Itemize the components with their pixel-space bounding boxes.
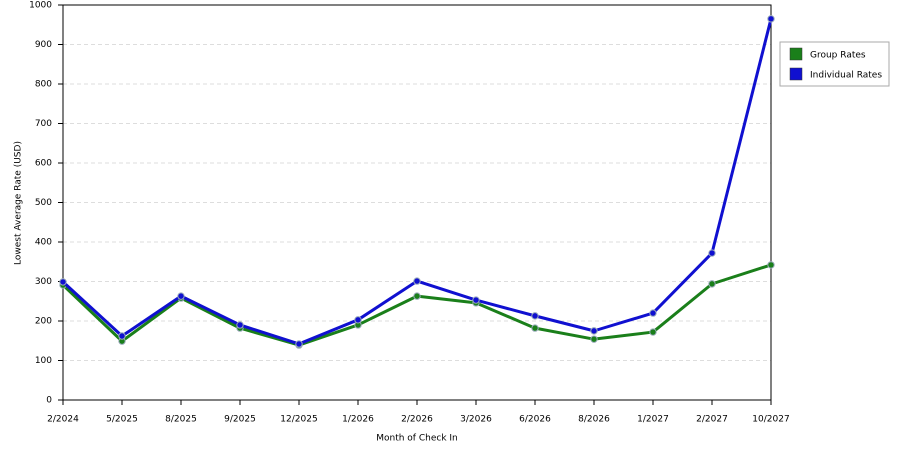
- x-tick-label: 2/2027: [696, 415, 728, 425]
- point: [590, 335, 598, 343]
- y-tick-label: 200: [35, 317, 52, 327]
- point: [531, 312, 539, 320]
- y-tick-label: 500: [35, 198, 52, 208]
- legend-swatch: [789, 47, 803, 61]
- point: [649, 309, 657, 317]
- point: [354, 316, 362, 324]
- point: [708, 280, 716, 288]
- legend-label: Individual Rates: [810, 71, 882, 81]
- x-tick-label: 8/2026: [578, 415, 610, 425]
- x-tick-label: 6/2026: [519, 415, 551, 425]
- x-tick-label: 5/2025: [106, 415, 138, 425]
- x-tick-label: 2/2026: [401, 415, 433, 425]
- y-tick-label: 800: [35, 80, 52, 90]
- y-tick-label: 300: [35, 277, 52, 287]
- point: [531, 324, 539, 332]
- point: [59, 278, 67, 286]
- x-tick-label: 10/2027: [752, 415, 789, 425]
- y-axis-label: Lowest Average Rate (USD): [14, 141, 24, 265]
- x-tick-label: 8/2025: [165, 415, 197, 425]
- y-tick-label: 0: [46, 396, 52, 406]
- x-tick-label: 3/2026: [460, 415, 492, 425]
- point: [177, 292, 185, 300]
- point: [708, 249, 716, 257]
- y-tick-label: 400: [35, 238, 52, 248]
- y-tick-label: 700: [35, 119, 52, 129]
- point: [236, 321, 244, 329]
- y-tick-label: 600: [35, 159, 52, 169]
- x-axis-label: Month of Check In: [376, 434, 458, 444]
- y-tick-label: 900: [35, 40, 52, 50]
- point: [767, 261, 775, 269]
- legend-label: Group Rates: [810, 51, 866, 61]
- legend-swatch: [789, 67, 803, 81]
- x-tick-label: 1/2027: [637, 415, 669, 425]
- point: [295, 340, 303, 348]
- point: [413, 277, 421, 285]
- y-tick-label: 1000: [29, 1, 52, 11]
- x-tick-label: 12/2025: [280, 415, 317, 425]
- point: [590, 327, 598, 335]
- point: [767, 15, 775, 23]
- point: [649, 328, 657, 336]
- x-tick-label: 9/2025: [224, 415, 256, 425]
- y-tick-label: 100: [35, 356, 52, 366]
- point: [472, 296, 480, 304]
- point: [118, 332, 126, 340]
- x-tick-label: 1/2026: [342, 415, 374, 425]
- point: [413, 292, 421, 300]
- x-tick-label: 2/2024: [47, 415, 79, 425]
